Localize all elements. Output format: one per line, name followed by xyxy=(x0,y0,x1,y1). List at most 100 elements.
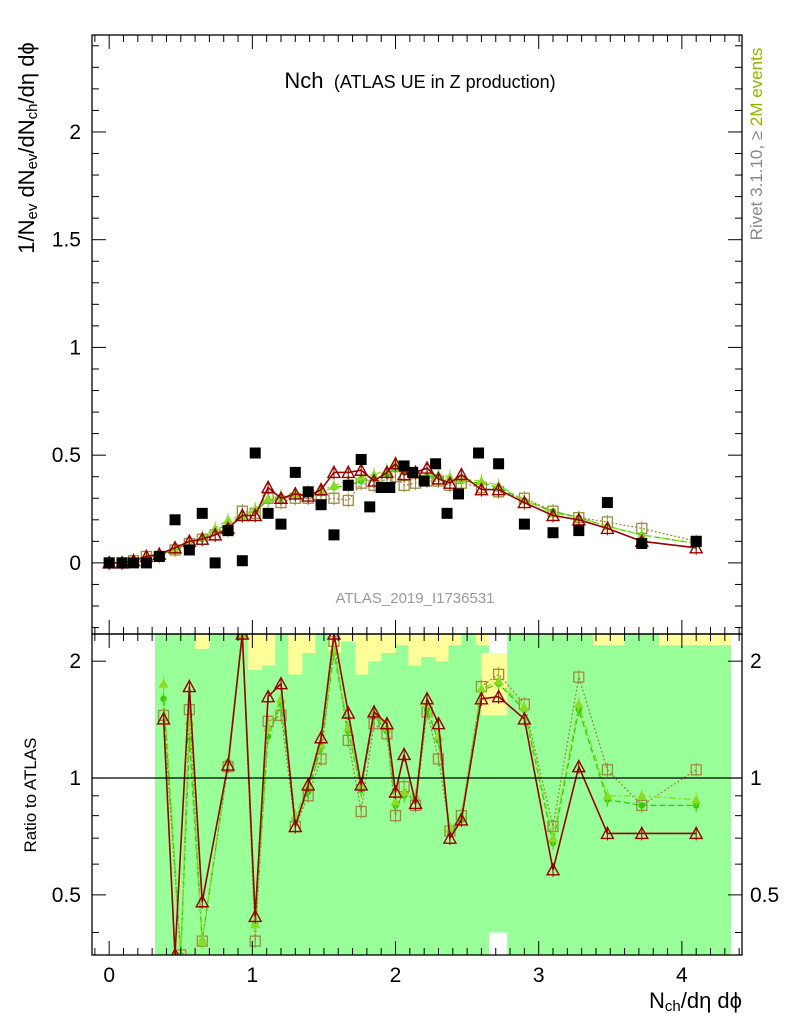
ratio-red-point xyxy=(273,676,289,690)
ratio-olive-point xyxy=(690,764,702,776)
ratio-band-yellow xyxy=(408,634,422,666)
mc-lime-point xyxy=(223,514,234,524)
ratio-lime-point xyxy=(433,731,444,741)
ratio-band-green xyxy=(341,641,356,955)
ratio-band-yellow xyxy=(355,634,369,675)
ratio-series xyxy=(92,634,742,955)
axis-title-part: ev xyxy=(24,203,41,219)
data-point xyxy=(236,555,248,567)
data-point xyxy=(453,488,465,500)
data-point xyxy=(209,557,221,569)
data-point xyxy=(116,557,128,569)
data-point xyxy=(302,486,314,498)
ratio-y-tick-label: 0.5 xyxy=(52,884,81,907)
mc-red-point xyxy=(454,467,469,481)
axis-title-part: ev xyxy=(24,153,41,169)
ratio-band-yellow xyxy=(448,634,462,646)
ratio-band-green xyxy=(315,634,329,955)
mc-red-point xyxy=(491,482,506,496)
data-point xyxy=(493,458,505,470)
y-axis-title: 1/Nev dNev/dNch/dη dϕ xyxy=(14,42,41,254)
ratio-green-point xyxy=(638,802,645,809)
data-point xyxy=(407,466,419,478)
data-point xyxy=(473,447,485,459)
data-point xyxy=(196,507,208,519)
mc-red-point xyxy=(273,490,289,504)
ratio-red-point xyxy=(220,757,236,771)
ratio-lime-point xyxy=(399,787,410,797)
ratio-band-yellow xyxy=(288,634,303,675)
ratio-band-yellow xyxy=(475,634,490,646)
mc-red-point xyxy=(419,460,435,474)
ratio-red-point xyxy=(326,634,342,640)
data-point xyxy=(249,447,261,459)
ratio-red-line xyxy=(162,634,697,955)
data-point xyxy=(342,479,354,491)
axes-frames xyxy=(91,34,743,956)
data-point xyxy=(262,507,274,519)
ratio-olive-point xyxy=(432,753,445,765)
ratio-lime-point xyxy=(158,678,169,688)
ratio-lime-point xyxy=(390,796,401,806)
ratio-olive-point xyxy=(573,671,585,683)
ratio-band-yellow xyxy=(248,634,263,670)
mc-red-point xyxy=(288,486,303,500)
ratio-lime-point xyxy=(573,699,584,709)
ratio-red-point xyxy=(396,747,412,761)
ratio-red-point xyxy=(442,830,458,844)
ratio-lime-point xyxy=(602,790,613,800)
data-point xyxy=(183,544,195,556)
mc-red-point xyxy=(388,456,403,470)
ratio-frame xyxy=(91,633,743,956)
axis-title-part: /dN xyxy=(14,119,39,153)
ratio-band-yellow xyxy=(395,634,409,646)
ratio-band-green xyxy=(355,674,369,955)
data-point xyxy=(518,518,530,530)
mc-red-point xyxy=(207,527,223,541)
ratio-band-yellow xyxy=(593,634,626,646)
ratio-band-green xyxy=(481,715,508,933)
mc-red-point xyxy=(235,508,250,522)
data-point xyxy=(103,557,115,569)
mc-red-point xyxy=(571,512,586,526)
x-axis-title: Nch/dη dϕ xyxy=(649,988,742,1015)
mc-red-point xyxy=(600,520,615,535)
data-point xyxy=(275,518,287,530)
mc-red-point xyxy=(341,464,356,479)
mc-red-point xyxy=(326,464,342,479)
ratio-lime-point xyxy=(197,936,208,946)
y-tick-label: 2 xyxy=(69,121,81,144)
axis-title-part: /dη dϕ xyxy=(14,42,39,103)
ratio-red-point xyxy=(454,812,469,826)
ratio-green-point xyxy=(160,695,167,703)
data-point xyxy=(153,550,165,562)
data-point xyxy=(636,538,648,550)
mc-red-point xyxy=(396,467,412,481)
ratio-red-point xyxy=(491,689,506,703)
ratio-band-green xyxy=(507,634,540,955)
ratio-band-green xyxy=(538,634,594,955)
ratio-y-tick-label-right: 2 xyxy=(750,650,762,673)
ratio-lime-point xyxy=(250,919,261,929)
data-point xyxy=(169,514,181,526)
ratio-olive-point xyxy=(249,935,261,947)
ratio-olive-point xyxy=(355,805,367,818)
data-point xyxy=(140,557,152,569)
mc-red-point xyxy=(167,540,183,554)
ratio-band-green xyxy=(302,652,316,955)
ratio-band-yellow xyxy=(195,634,210,649)
mc-red-point xyxy=(248,508,263,522)
data-point xyxy=(398,460,410,472)
mc-olive-line xyxy=(109,475,697,564)
ratio-red-point xyxy=(388,784,403,798)
ratio-red-point xyxy=(408,795,423,810)
ratio-red-point xyxy=(474,691,489,705)
data-point xyxy=(355,453,367,465)
data-point xyxy=(222,525,234,537)
ratio-red-point xyxy=(600,825,615,840)
x-tick-label: 2 xyxy=(390,964,402,987)
ratio-band-green xyxy=(195,648,210,955)
mc-red-point xyxy=(442,475,458,489)
mc-red-point xyxy=(545,508,561,522)
